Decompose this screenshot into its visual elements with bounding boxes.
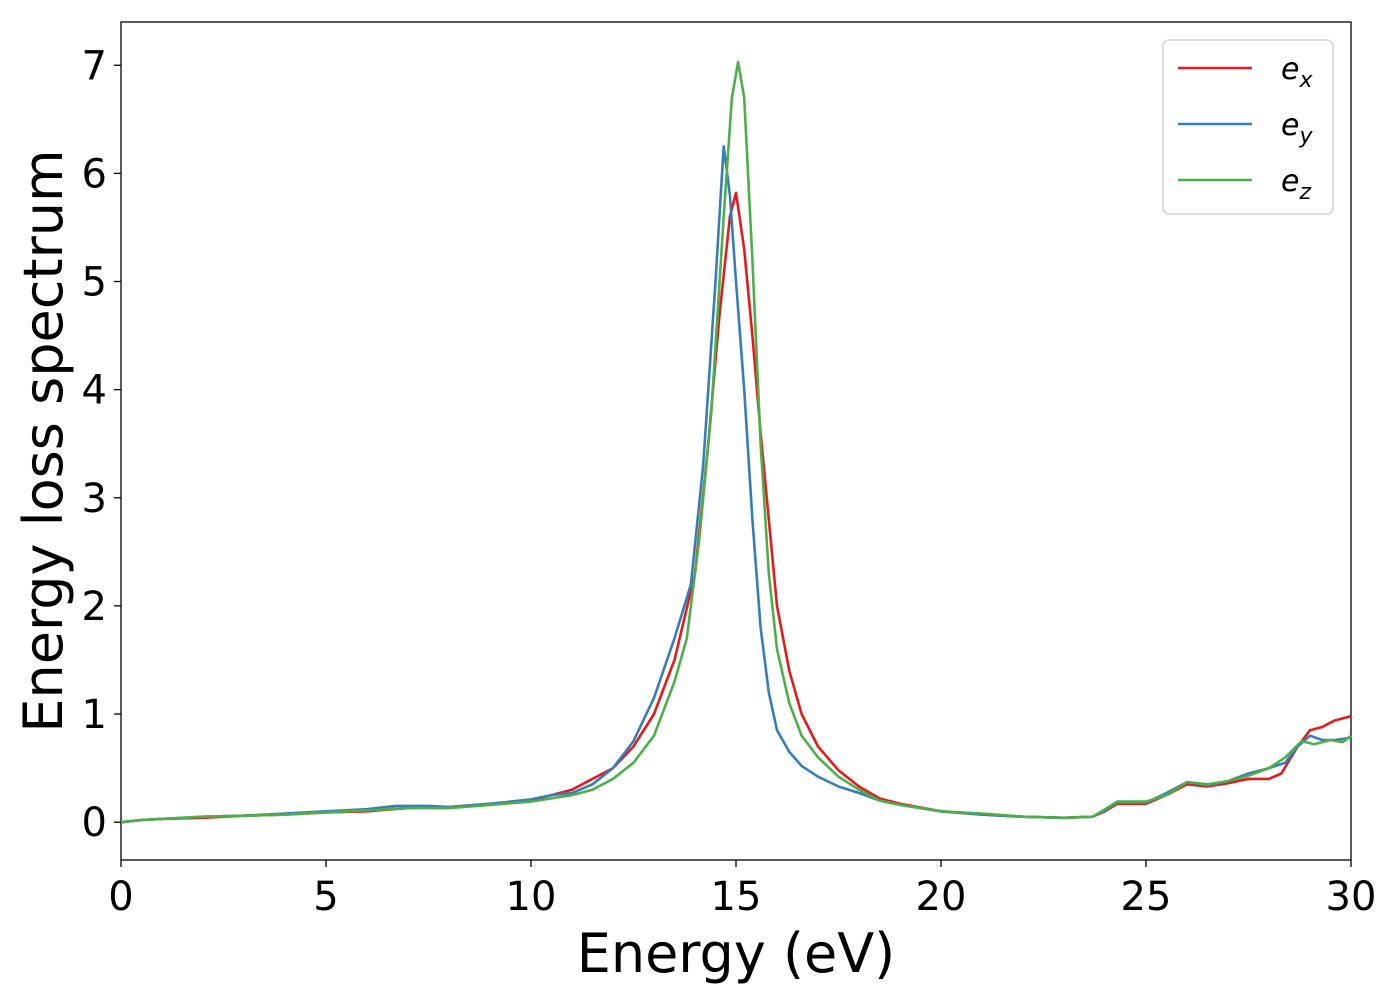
y-tick-label: 5 (82, 260, 107, 306)
y-tick-label: 3 (82, 476, 107, 522)
y-tick-label: 2 (82, 584, 107, 630)
x-tick-label: 0 (108, 874, 133, 920)
x-axis-title: Energy (eV) (577, 922, 896, 985)
x-tick-label: 5 (313, 874, 338, 920)
legend-label-ey: ey (1281, 108, 1313, 149)
y-tick-label: 6 (82, 151, 107, 197)
y-axis-title: Energy loss spectrum (12, 149, 75, 732)
series-layer (120, 60, 1352, 824)
x-tick-label: 25 (1121, 874, 1172, 920)
x-tick-label: 10 (506, 874, 557, 920)
plot-area (120, 21, 1352, 861)
x-tick-label: 15 (711, 874, 762, 920)
legend-frame (1162, 39, 1334, 215)
x-axis: 0 5 10 15 20 25 30 (108, 860, 1376, 920)
y-tick-label: 1 (82, 692, 107, 738)
y-tick-label: 4 (82, 368, 107, 414)
y-tick-label: 7 (82, 43, 107, 89)
x-tick-label: 20 (916, 874, 967, 920)
y-tick-label: 0 (82, 800, 107, 846)
y-axis: 0 1 2 3 4 5 6 7 (82, 43, 121, 846)
series-line-ez (120, 60, 1352, 824)
x-tick-label: 30 (1326, 874, 1377, 920)
